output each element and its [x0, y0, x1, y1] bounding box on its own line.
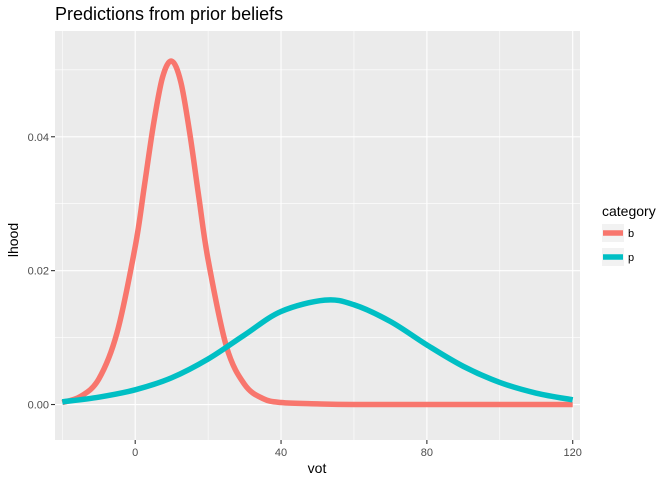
series-line-b	[61, 58, 573, 408]
legend-label-b: b	[628, 228, 634, 240]
x-tick-label: 120	[564, 447, 582, 459]
y-axis-title: lhood	[5, 223, 21, 257]
chart-title: Predictions from prior beliefs	[55, 4, 283, 24]
x-tick-label: 40	[275, 447, 287, 459]
y-axis-ticks: 0.00 0.02 0.04	[28, 132, 55, 412]
x-axis-title: vot	[308, 460, 327, 476]
y-tick-label: 0.00	[28, 400, 49, 412]
x-axis-ticks: 0 40 80 120	[132, 440, 582, 459]
legend-label-p: p	[628, 252, 634, 264]
series-lines	[61, 58, 574, 408]
legend-title: category	[602, 203, 656, 219]
legend: category bp	[602, 203, 656, 266]
x-tick-label: 80	[421, 447, 433, 459]
x-tick-label: 0	[132, 447, 138, 459]
series-line-p	[61, 297, 574, 405]
major-gridlines	[55, 31, 580, 440]
y-tick-label: 0.02	[28, 266, 49, 278]
plot-panel	[55, 31, 580, 440]
y-tick-label: 0.04	[28, 132, 49, 144]
